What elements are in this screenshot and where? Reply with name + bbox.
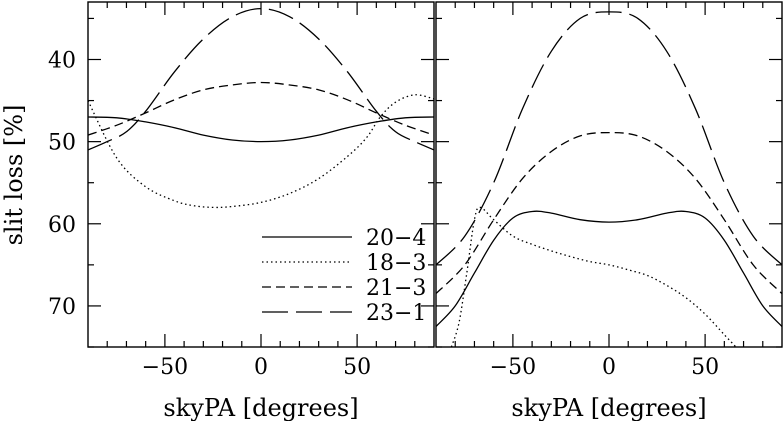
series-line-short-dash bbox=[436, 131, 782, 295]
y-tick-label: 50 bbox=[48, 131, 76, 156]
series-line-long-dash bbox=[436, 11, 782, 266]
legend-label: 18−3 bbox=[366, 251, 426, 276]
x-tick-label: 0 bbox=[254, 355, 268, 380]
plot-frame bbox=[435, 1, 783, 348]
series-line-dotted bbox=[88, 94, 434, 209]
left-panel: −50 0 50 40 50 60 70 skyPA [degrees] bbox=[48, 1, 435, 421]
series-line-long-dash bbox=[88, 7, 434, 151]
x-tick-label: 50 bbox=[691, 355, 719, 380]
y-axis-label: slit loss [%] bbox=[0, 105, 28, 246]
series-line-solid bbox=[88, 116, 434, 143]
legend-label: 21−3 bbox=[366, 276, 426, 301]
x-tick-label: 0 bbox=[602, 355, 616, 380]
series-line-solid bbox=[436, 210, 782, 327]
series-line-short-dash bbox=[88, 81, 434, 136]
x-tick-label: 50 bbox=[343, 355, 371, 380]
y-tick-label: 70 bbox=[48, 295, 76, 320]
legend-label: 23−1 bbox=[366, 301, 426, 326]
legend-label: 20−4 bbox=[366, 226, 426, 251]
legend: 20−418−321−323−1 bbox=[262, 226, 426, 326]
x-axis-label: skyPA [degrees] bbox=[511, 394, 706, 421]
y-tick-label: 60 bbox=[48, 213, 76, 238]
x-tick-label: −50 bbox=[142, 355, 188, 380]
y-tick-label: 40 bbox=[48, 49, 76, 74]
x-axis-label: skyPA [degrees] bbox=[163, 394, 358, 421]
right-panel: −50 0 50 skyPA [degrees] bbox=[435, 1, 783, 421]
series-line-dotted bbox=[450, 206, 737, 347]
x-tick-label: −50 bbox=[490, 355, 536, 380]
